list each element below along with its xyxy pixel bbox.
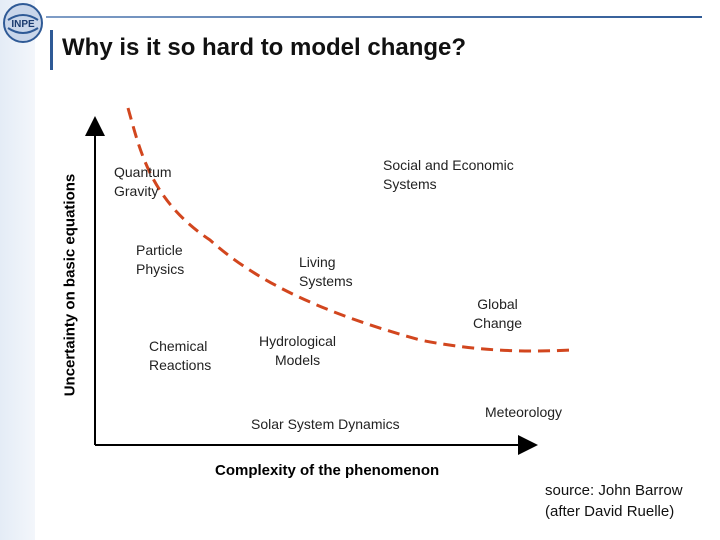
- label-chemical-reactions: Chemical Reactions: [149, 338, 212, 373]
- label-global-change: Global Change: [473, 296, 523, 331]
- label-hydrological-models: Hydrological Models: [259, 333, 337, 368]
- y-axis-label: Uncertainty on basic equations: [61, 173, 79, 397]
- title-accent-bar: [50, 30, 53, 70]
- label-meteorology: Meteorology: [485, 404, 563, 420]
- source-citation: source: John Barrow (after David Ruelle): [545, 482, 683, 520]
- left-decorative-band: [0, 0, 35, 540]
- label-social-economic-systems: Social and Economic Systems: [383, 157, 514, 192]
- label-living-systems: Living Systems: [299, 254, 353, 289]
- label-solar-system-dynamics: Solar System Dynamics: [251, 416, 400, 432]
- inpe-logo: INPE: [3, 3, 43, 43]
- x-axis-label: Complexity of the phenomenon: [215, 462, 440, 479]
- svg-text:INPE: INPE: [11, 19, 35, 30]
- slide-title: Why is it so hard to model change?: [62, 34, 467, 61]
- label-quantum-gravity: Quantum Gravity: [114, 164, 172, 199]
- header-rule: [46, 16, 702, 18]
- uncertainty-curve: [126, 107, 574, 353]
- label-particle-physics: Particle Physics: [136, 242, 185, 277]
